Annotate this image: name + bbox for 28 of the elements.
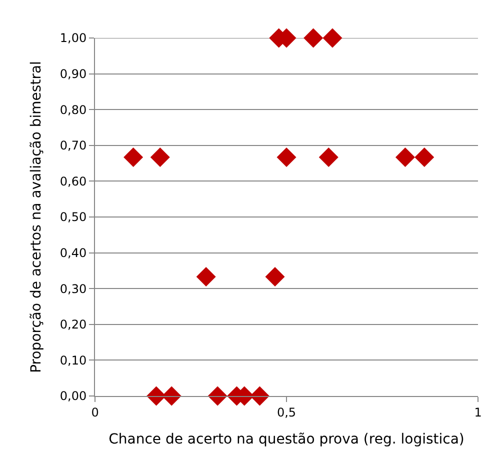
point xyxy=(414,147,434,167)
point xyxy=(124,147,144,167)
y-tick-label: 0,30 xyxy=(60,282,87,296)
y-tick-label: 0,10 xyxy=(60,353,87,368)
x-tick-label: 0 xyxy=(91,405,99,420)
y-tick-label: 0,90 xyxy=(60,67,87,81)
y-tick-label: 0,00 xyxy=(60,389,87,404)
point xyxy=(150,147,170,167)
point xyxy=(265,267,285,287)
point xyxy=(322,28,342,48)
point xyxy=(395,147,415,167)
point xyxy=(196,267,216,287)
y-axis-title: Proporção de acertos na avaliação bimestral xyxy=(28,61,44,373)
y-tick-label: 0,50 xyxy=(60,210,87,224)
point xyxy=(208,386,228,406)
y-tick-label: 0,70 xyxy=(60,138,87,153)
point xyxy=(276,147,296,167)
x-tick-label: 1 xyxy=(474,405,482,420)
y-tick-label: 0,80 xyxy=(60,102,87,117)
point xyxy=(304,28,324,48)
point xyxy=(318,147,338,167)
y-tick-label: 0,40 xyxy=(60,246,87,260)
x-tick-label: 0,5 xyxy=(276,405,296,420)
y-tick-label: 0,20 xyxy=(60,318,87,332)
y-tick-label: 0,60 xyxy=(60,174,87,188)
point xyxy=(162,386,182,406)
x-axis-title: Chance de acerto na questão prova (reg. logistica) xyxy=(108,432,464,448)
y-tick-label: 1,00 xyxy=(60,31,87,46)
